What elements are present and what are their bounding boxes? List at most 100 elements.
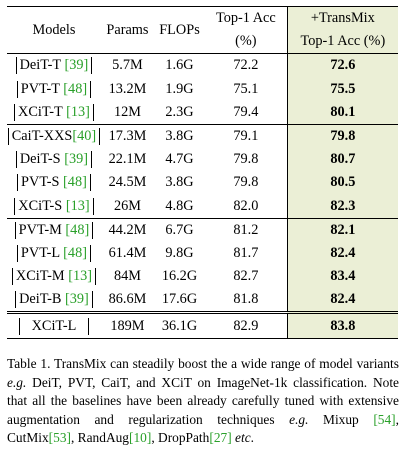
transmix-acc-cell: 80.5 xyxy=(287,171,398,195)
params-cell: 26M xyxy=(100,194,154,219)
table-body: DeiT-T [39] 5.7M 1.6G 72.2 72.6 PVT-T [4… xyxy=(7,53,398,339)
table-row: PVT-S [48] 24.5M 3.8G 79.8 80.5 xyxy=(7,171,398,195)
flops-cell: 3.8G xyxy=(165,174,194,191)
table-row: PVT-T [48] 13.2M 1.9G 75.1 75.5 xyxy=(7,77,398,101)
citation-link[interactable]: [48] xyxy=(63,174,87,191)
flops-cell: 4.7G xyxy=(165,151,194,168)
model-name: CaiT-XXS[40] xyxy=(7,128,101,146)
header-params: Params xyxy=(100,5,154,55)
citation-link[interactable]: [39] xyxy=(65,291,89,308)
citation-link[interactable]: [48] xyxy=(65,221,90,238)
params-cell: 61.4M xyxy=(108,244,147,261)
flops-cell: 4.8G xyxy=(153,194,206,219)
acc-cell: 82.7 xyxy=(205,265,288,289)
table-row: PVT-M [48] 44.2M 6.7G 81.2 82.1 xyxy=(7,218,398,242)
flops-cell: 16.2G xyxy=(161,268,198,285)
table-row: DeiT-B [39] 86.6M 17.6G 81.8 82.4 xyxy=(7,288,398,315)
params-cell: 189M xyxy=(100,312,154,339)
model-name: PVT-L [48] xyxy=(16,244,91,262)
model-name: DeiT-T [39] xyxy=(15,57,93,75)
acc-cell: 75.1 xyxy=(205,77,288,101)
acc-cell: 82.0 xyxy=(205,194,288,219)
acc-cell: 72.2 xyxy=(205,53,288,78)
transmix-acc-cell: 82.1 xyxy=(287,218,398,242)
header-row-2: (%) Top-1 Acc (%) xyxy=(7,30,398,55)
citation-link[interactable]: [13] xyxy=(68,268,93,285)
acc-cell: 79.8 xyxy=(205,148,288,172)
model-name: PVT-S [48] xyxy=(17,174,91,192)
flops-cell: 36.1G xyxy=(153,312,206,339)
params-cell: 17.3M xyxy=(108,128,147,145)
acc-cell: 79.1 xyxy=(205,124,288,149)
transmix-acc-cell: 82.4 xyxy=(287,241,398,266)
flops-cell: 1.9G xyxy=(165,80,194,97)
model-name: XCiT-L xyxy=(18,317,90,335)
header-acc-line1: Top-1 Acc xyxy=(205,6,288,31)
model-name: DeiT-B [39] xyxy=(15,291,93,309)
params-cell: 86.6M xyxy=(100,288,154,315)
transmix-acc-cell: 80.7 xyxy=(287,148,398,172)
flops-cell: 2.3G xyxy=(153,100,206,125)
header-row-1: Models Params FLOPs Top-1 Acc +TransMix xyxy=(7,5,398,55)
citation-link[interactable]: [39] xyxy=(64,57,89,74)
citation-link[interactable]: [10] xyxy=(129,430,152,445)
header-transmix-line2: Top-1 Acc (%) xyxy=(287,30,398,55)
transmix-acc-cell: 82.4 xyxy=(287,288,398,315)
acc-cell: 81.7 xyxy=(205,241,288,266)
params-cell: 13.2M xyxy=(108,80,147,97)
table-row: XCiT-M [13] 84M 16.2G 82.7 83.4 xyxy=(7,265,398,289)
params-cell: 44.2M xyxy=(108,221,147,238)
flops-cell: 6.7G xyxy=(165,221,194,238)
citation-link[interactable]: [54] xyxy=(373,411,396,427)
transmix-acc-cell: 80.1 xyxy=(287,100,398,125)
transmix-acc-cell: 75.5 xyxy=(287,77,398,101)
acc-cell: 79.4 xyxy=(205,100,288,125)
flops-cell: 17.6G xyxy=(153,288,206,315)
header-models: Models xyxy=(7,5,101,55)
flops-cell: 9.8G xyxy=(165,244,194,261)
flops-cell: 3.8G xyxy=(165,128,194,145)
acc-cell: 81.8 xyxy=(205,288,288,315)
flops-cell: 1.6G xyxy=(165,57,194,74)
transmix-acc-cell: 82.3 xyxy=(287,194,398,219)
acc-cell: 79.8 xyxy=(205,171,288,195)
citation-link[interactable]: [40] xyxy=(72,128,97,145)
header-transmix-line1: +TransMix xyxy=(287,6,398,31)
transmix-acc-cell: 79.8 xyxy=(287,124,398,149)
results-table: Models Params FLOPs Top-1 Acc +TransMix … xyxy=(7,5,398,339)
model-name: DeiT-S [39] xyxy=(15,151,93,169)
citation-link[interactable]: [13] xyxy=(66,103,90,120)
model-name: PVT-T [48] xyxy=(16,80,92,98)
model-name: XCiT-S [13] xyxy=(14,197,94,215)
table-row: DeiT-S [39] 22.1M 4.7G 79.8 80.7 xyxy=(7,148,398,172)
table-row: PVT-L [48] 61.4M 9.8G 81.7 82.4 xyxy=(7,241,398,266)
citation-link[interactable]: [53] xyxy=(48,430,71,445)
transmix-acc-cell: 83.4 xyxy=(287,265,398,289)
table-row: XCiT-S [13] 26M 4.8G 82.0 82.3 xyxy=(7,194,398,219)
header-flops: FLOPs xyxy=(153,5,206,55)
model-name: XCiT-M [13] xyxy=(11,268,97,286)
acc-cell: 82.9 xyxy=(205,312,288,339)
table-row: XCiT-L 189M 36.1G 82.9 83.8 xyxy=(7,312,398,339)
params-cell: 5.7M xyxy=(112,57,143,74)
table-row: DeiT-T [39] 5.7M 1.6G 72.2 72.6 xyxy=(7,53,398,78)
table-row: XCiT-T [13] 12M 2.3G 79.4 80.1 xyxy=(7,100,398,125)
table-caption: Table 1. TransMix can steadily boost the… xyxy=(7,356,399,445)
params-cell: 84M xyxy=(113,268,141,285)
model-name: XCiT-T [13] xyxy=(14,103,94,121)
params-cell: 22.1M xyxy=(108,151,147,168)
params-cell: 24.5M xyxy=(108,174,147,191)
citation-link[interactable]: [48] xyxy=(63,244,87,261)
citation-link[interactable]: [48] xyxy=(63,80,88,97)
citation-link[interactable]: [27] xyxy=(209,430,232,445)
citation-link[interactable]: [39] xyxy=(64,151,89,168)
header-acc-line2: (%) xyxy=(205,30,288,55)
model-name: PVT-M [48] xyxy=(14,221,94,239)
transmix-acc-cell: 83.8 xyxy=(287,312,398,339)
acc-cell: 81.2 xyxy=(205,218,288,242)
params-cell: 12M xyxy=(100,100,154,125)
transmix-acc-cell: 72.6 xyxy=(287,53,398,78)
table-row: CaiT-XXS[40] 17.3M 3.8G 79.1 79.8 xyxy=(7,124,398,149)
citation-link[interactable]: [13] xyxy=(65,197,90,214)
